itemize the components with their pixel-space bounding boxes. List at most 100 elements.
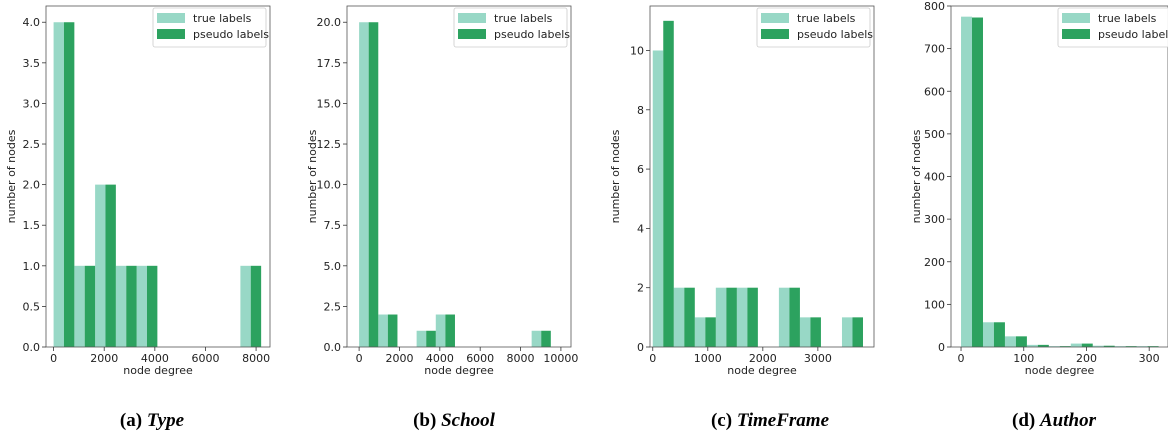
- bar-c-true-2: [694, 317, 706, 347]
- legend-a: true labels pseudo labels: [152, 7, 269, 48]
- caption-a-label: (a): [119, 410, 143, 431]
- bar-c-pseudo-1: [684, 287, 695, 347]
- chart-c: 0 1000 2000 3000 0 2 4 6 8 10 node degree number of…: [609, 5, 875, 377]
- caption-d-name: Author: [1040, 410, 1096, 431]
- bar-b-true-1: [378, 314, 388, 347]
- ytick-label-a-3: 1.5: [23, 219, 41, 232]
- ytick-label-d-1: 100: [924, 298, 945, 311]
- ytick-label-a-6: 3.0: [23, 97, 41, 110]
- xtick-label-c-2: 2000: [749, 352, 777, 365]
- bar-d-true-4: [1048, 346, 1060, 347]
- legend-swatch-a-pseudo: [157, 29, 185, 39]
- ytick-label-c-0: 0: [637, 341, 644, 354]
- bar-d-pseudo-1: [993, 322, 1005, 347]
- ylabel-a: number of nodes: [5, 129, 18, 223]
- bar-a-true-4: [136, 265, 147, 347]
- ytick-label-a-0: 0.0: [23, 341, 41, 354]
- ytick-label-d-2: 200: [924, 256, 945, 269]
- caption-b: (b) School: [308, 410, 600, 432]
- bar-d-pseudo-4: [1059, 346, 1071, 347]
- ytick-label-b-0: 0.0: [324, 341, 342, 354]
- legend-label-d-true: true labels: [1098, 12, 1157, 25]
- caption-d: (d) Author: [908, 410, 1168, 432]
- bar-c-true-7: [841, 317, 853, 347]
- ytick-label-c-5: 10: [630, 44, 644, 57]
- xtick-label-b-4: 8000: [507, 352, 535, 365]
- ytick-label-c-4: 8: [637, 104, 644, 117]
- bar-c-pseudo-4: [747, 287, 758, 347]
- caption-b-name: School: [441, 410, 495, 431]
- xlabel-b: node degree: [424, 364, 494, 377]
- bar-a-true-0: [53, 22, 64, 348]
- bar-a-pseudo-5: [250, 265, 262, 347]
- bar-c-pseudo-0: [663, 20, 674, 348]
- xlabel-c: node degree: [727, 364, 797, 377]
- legend-label-b-true: true labels: [494, 12, 553, 25]
- legend-swatch-c-pseudo: [761, 29, 789, 39]
- bar-a-pseudo-2: [105, 184, 116, 347]
- xtick-label-c-0: 0: [649, 352, 656, 365]
- ytick-label-b-2: 5.0: [324, 260, 342, 273]
- axes-frame-c: [649, 5, 875, 348]
- ytick-label-b-3: 7.5: [324, 219, 342, 232]
- bar-b-pseudo-2: [426, 330, 436, 347]
- bar-d-pseudo-3: [1037, 344, 1049, 347]
- bar-b-pseudo-3: [445, 314, 455, 347]
- legend-swatch-b-true: [458, 13, 486, 23]
- xtick-label-b-1: 2000: [385, 352, 413, 365]
- xlabel-a: node degree: [123, 364, 193, 377]
- ytick-label-b-8: 20.0: [317, 16, 342, 29]
- axes-frame-d: [950, 5, 1168, 348]
- xtick-label-c-1: 1000: [694, 352, 722, 365]
- ytick-label-b-6: 15.0: [317, 97, 342, 110]
- bar-a-pseudo-1: [84, 265, 96, 347]
- ylabel-d: number of nodes: [910, 129, 923, 223]
- bar-c-pseudo-2: [705, 317, 716, 347]
- bar-d-pseudo-7: [1125, 346, 1137, 347]
- bar-d-true-7: [1114, 346, 1126, 347]
- bar-d-true-2: [1004, 336, 1016, 347]
- legend-label-c-true: true labels: [797, 12, 856, 25]
- bar-b-pseudo-0: [368, 22, 379, 348]
- bar-b-true-0: [359, 22, 369, 348]
- xtick-label-d-1: 100: [1013, 352, 1034, 365]
- bar-c-pseudo-7: [852, 317, 863, 347]
- legend-swatch-d-pseudo: [1062, 29, 1090, 39]
- caption-c-label: (c): [710, 410, 733, 431]
- xtick-label-a-1: 2000: [90, 352, 118, 365]
- bar-c-pseudo-3: [726, 287, 737, 347]
- ytick-label-d-4: 400: [924, 171, 945, 184]
- bar-d-true-1: [982, 322, 994, 347]
- legend-b: true labels pseudo labels: [453, 7, 570, 48]
- xtick-label-b-0: 0: [356, 352, 363, 365]
- ytick-label-b-4: 10.0: [317, 179, 342, 192]
- ytick-label-a-8: 4.0: [23, 16, 41, 29]
- bar-c-pseudo-5: [789, 287, 800, 347]
- ytick-label-d-7: 700: [924, 43, 945, 56]
- xtick-label-b-5: 10000: [543, 352, 578, 365]
- ytick-label-d-6: 600: [924, 85, 945, 98]
- ytick-label-a-2: 1.0: [23, 260, 41, 273]
- ytick-label-b-1: 2.5: [324, 300, 342, 313]
- caption-c: (c) TimeFrame: [624, 410, 916, 432]
- bar-a-true-5: [240, 265, 251, 347]
- bar-c-true-1: [673, 287, 685, 347]
- ytick-label-b-7: 17.5: [317, 57, 342, 70]
- bar-b-pseudo-4: [541, 330, 551, 347]
- ytick-label-a-1: 0.5: [23, 300, 41, 313]
- bar-b-pseudo-1: [387, 314, 398, 347]
- ytick-label-b-5: 12.5: [317, 138, 342, 151]
- chart-a: 0 2000 4000 6000 8000 0.0 0.5 1.0 1.5 2.0 2.5 3.0 3.…: [5, 5, 271, 377]
- bar-d-pseudo-2: [1015, 336, 1027, 347]
- bar-c-true-4: [736, 287, 748, 347]
- bar-b-true-4: [531, 330, 542, 347]
- caption-c-name: TimeFrame: [736, 410, 829, 431]
- xtick-label-c-3: 3000: [804, 352, 832, 365]
- bar-a-pseudo-0: [63, 22, 75, 348]
- axes-frame-a: [45, 5, 271, 348]
- legend-label-b-pseudo: pseudo labels: [494, 28, 570, 41]
- caption-b-label: (b): [413, 410, 437, 431]
- xtick-label-d-3: 300: [1139, 352, 1160, 365]
- chart-b: 0 2000 4000 6000 8000 10000 0.0 2.5 5.0 7.5 10.0 12…: [306, 5, 578, 377]
- bar-c-true-6: [799, 317, 811, 347]
